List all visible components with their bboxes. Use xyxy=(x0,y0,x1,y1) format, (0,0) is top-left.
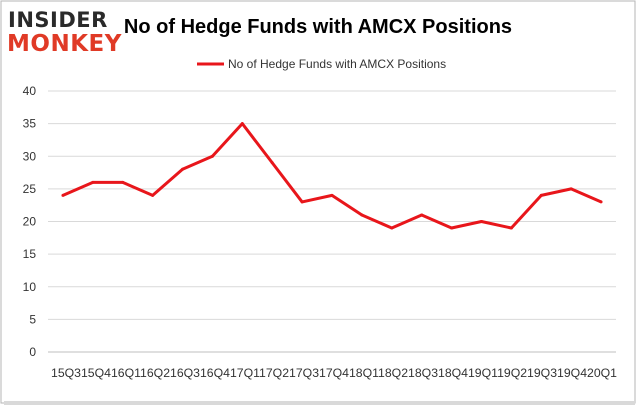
frame-shadow xyxy=(4,401,635,405)
logo-line1: INSIDER xyxy=(8,8,108,32)
data-point xyxy=(569,187,573,191)
y-tick-label: 30 xyxy=(23,149,37,163)
y-tick-label: 20 xyxy=(23,215,37,229)
y-tick-label: 15 xyxy=(23,247,37,261)
data-point xyxy=(151,193,155,197)
legend: No of Hedge Funds with AMCX Positions xyxy=(197,57,446,71)
data-point xyxy=(360,213,364,217)
data-point xyxy=(539,193,543,197)
y-tick-label: 25 xyxy=(23,182,37,196)
data-point xyxy=(91,180,95,184)
data-point xyxy=(450,226,454,230)
y-tick-label: 35 xyxy=(23,117,37,131)
x-tick-labels: 15Q315Q416Q116Q216Q316Q417Q117Q217Q317Q4… xyxy=(51,366,617,380)
insider-monkey-logo: INSIDER MONKEY xyxy=(7,8,122,57)
data-point xyxy=(509,226,513,230)
y-tick-label: 5 xyxy=(29,312,36,326)
data-point xyxy=(181,167,185,171)
y-tick-label: 40 xyxy=(23,84,37,98)
data-point xyxy=(330,193,334,197)
data-point xyxy=(599,200,603,204)
data-point xyxy=(479,220,483,223)
data-point xyxy=(300,200,304,204)
y-axis: 0 5 10 15 20 25 30 35 40 xyxy=(23,84,37,359)
data-point xyxy=(121,180,125,184)
y-tick-label: 0 xyxy=(29,345,36,359)
y-tick-label: 10 xyxy=(23,280,37,294)
data-point xyxy=(270,161,274,165)
chart-title: No of Hedge Funds with AMCX Positions xyxy=(124,16,512,38)
data-point xyxy=(420,213,424,217)
data-point xyxy=(240,122,244,126)
logo-line2: MONKEY xyxy=(7,31,122,57)
series-group xyxy=(61,122,603,230)
data-point xyxy=(61,193,65,197)
data-point xyxy=(210,154,214,158)
data-point xyxy=(390,226,394,230)
legend-label: No of Hedge Funds with AMCX Positions xyxy=(228,57,446,71)
